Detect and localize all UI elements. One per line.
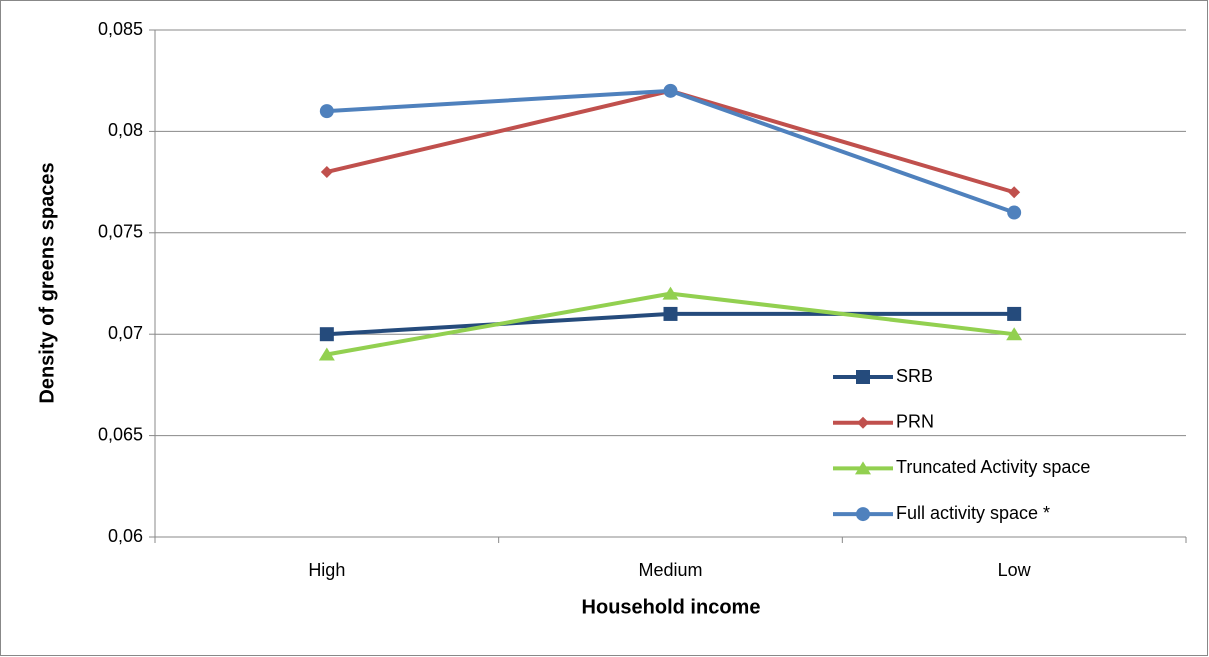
y-tick-label: 0,065 <box>98 424 143 444</box>
legend-label: Truncated Activity space <box>896 457 1090 477</box>
series-marker <box>1007 205 1022 220</box>
y-tick-label: 0,075 <box>98 222 143 242</box>
series-marker <box>662 286 679 300</box>
y-tick-label: 0,07 <box>108 323 143 343</box>
y-tick-label: 0,08 <box>108 120 143 140</box>
series-marker <box>319 327 334 342</box>
y-tick-label: 0,085 <box>98 19 143 39</box>
legend-marker <box>856 507 870 522</box>
legend-marker <box>856 370 870 384</box>
y-axis-title: Density of greens spaces <box>36 162 58 403</box>
legend-marker <box>857 416 869 429</box>
x-tick-label: Medium <box>638 560 702 580</box>
legend-label: Full activity space * <box>896 503 1050 523</box>
x-axis-title: Household income <box>582 596 761 618</box>
legend-label: PRN <box>896 411 934 431</box>
series-marker <box>1007 306 1022 321</box>
legend-label: SRB <box>896 366 933 386</box>
series-marker <box>663 306 678 321</box>
series-marker <box>663 83 678 98</box>
series-marker <box>1006 327 1023 341</box>
x-tick-label: Low <box>998 560 1032 580</box>
x-tick-label: High <box>308 560 345 580</box>
legend-marker <box>855 461 871 475</box>
y-tick-label: 0,06 <box>108 526 143 546</box>
series-marker <box>318 347 335 361</box>
series-marker <box>320 165 333 178</box>
series-marker <box>319 104 334 119</box>
series-marker <box>1008 186 1021 199</box>
